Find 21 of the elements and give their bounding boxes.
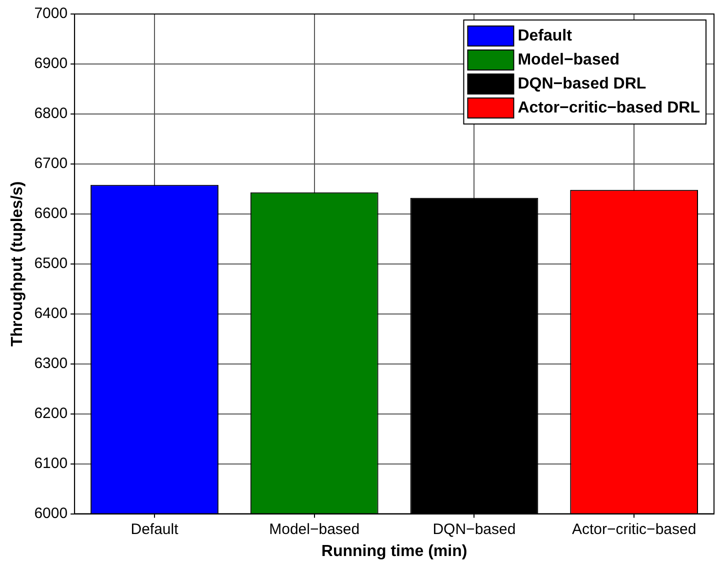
x-tick-label: Default <box>130 520 180 538</box>
y-tick-label: 6000 <box>34 504 68 522</box>
y-tick-label: 6800 <box>34 105 68 122</box>
x-axis-title: Running time (min) <box>321 542 468 560</box>
legend-label: DQN−based DRL <box>518 75 646 92</box>
y-tick-label: 7000 <box>34 5 68 22</box>
y-tick-label: 6500 <box>34 255 68 272</box>
x-tick-label: Model−based <box>269 520 360 538</box>
y-axis-title: Throughput (tuples/s) <box>9 181 26 347</box>
legend-label: Model−based <box>518 51 620 68</box>
y-tick-label: 6600 <box>34 205 68 222</box>
x-tick-label: DQN−based <box>432 520 516 538</box>
legend-label: Actor−critic−based DRL <box>518 99 700 116</box>
y-tick-label: 6900 <box>34 55 68 72</box>
x-tick-label: Actor−critic−based <box>572 520 696 538</box>
legend-label: Default <box>518 27 573 44</box>
y-tick-label: 6400 <box>34 305 68 322</box>
y-tick-label: 6700 <box>34 155 68 172</box>
y-tick-label: 6100 <box>34 454 68 472</box>
y-tick-label: 6200 <box>34 404 68 422</box>
y-tick-label: 6300 <box>34 355 68 372</box>
